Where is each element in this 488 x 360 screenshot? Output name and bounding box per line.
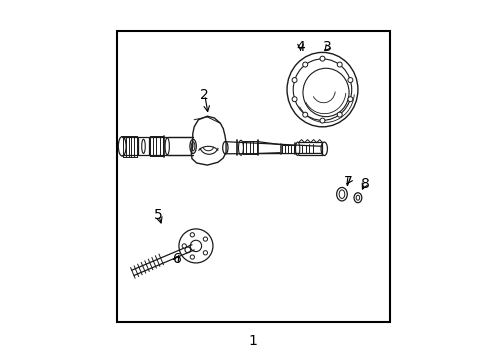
Circle shape — [302, 62, 307, 67]
Text: 7: 7 — [343, 175, 352, 189]
Circle shape — [203, 251, 207, 255]
Text: 8: 8 — [360, 176, 369, 190]
Circle shape — [291, 77, 296, 82]
Bar — [117, 31, 389, 322]
Circle shape — [190, 233, 194, 237]
Circle shape — [337, 112, 342, 117]
Circle shape — [337, 62, 342, 67]
Circle shape — [291, 97, 296, 102]
Text: 4: 4 — [296, 40, 304, 54]
Text: 6: 6 — [172, 252, 181, 266]
Circle shape — [182, 244, 186, 248]
Text: 2: 2 — [200, 88, 209, 102]
Circle shape — [203, 237, 207, 241]
Circle shape — [319, 56, 325, 61]
Circle shape — [302, 112, 307, 117]
Circle shape — [347, 77, 352, 82]
Text: 5: 5 — [154, 208, 163, 222]
Circle shape — [347, 97, 352, 102]
Text: 3: 3 — [323, 40, 331, 54]
Circle shape — [319, 118, 325, 123]
Text: 1: 1 — [248, 334, 257, 348]
Circle shape — [190, 255, 194, 259]
